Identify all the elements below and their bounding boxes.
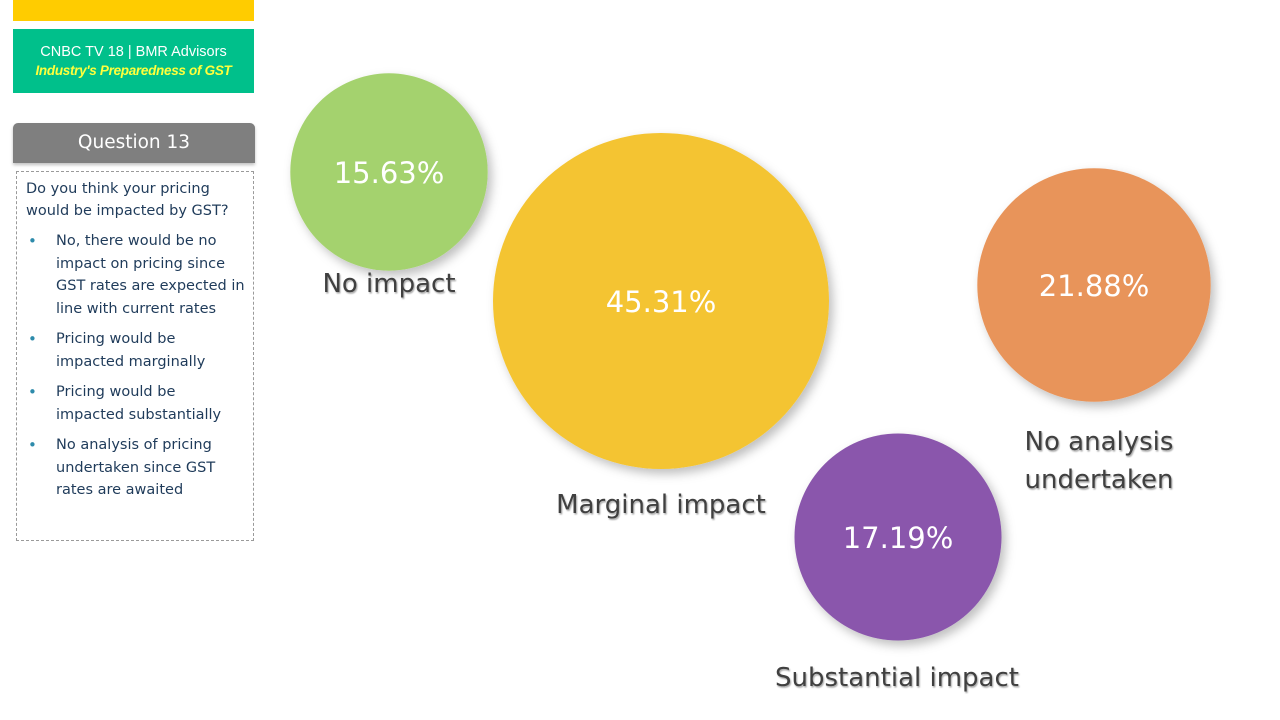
bubble-no-impact [290, 73, 488, 271]
question-panel: Do you think your pricing would be impac… [16, 171, 254, 541]
value-label-substantial-impact: 17.19% [843, 521, 954, 555]
bubble-no-analysis-undertaken [977, 168, 1211, 402]
brand-banner: CNBC TV 18 | BMR Advisors Industry's Pre… [13, 29, 254, 93]
category-label-substantial-impact: Substantial impact [775, 663, 1019, 693]
header-accent-bar [13, 0, 254, 21]
bubble-substantial-impact [794, 433, 1002, 641]
answer-options: • No, there would be no impact on pricing… [26, 230, 245, 502]
category-label-marginal-impact: Marginal impact [556, 490, 766, 520]
category-label-no-impact: No impact [322, 269, 455, 299]
category-label-no-analysis-undertaken: No analysis undertaken [1025, 427, 1174, 495]
brand-title: CNBC TV 18 | BMR Advisors [40, 44, 227, 60]
bullet-icon: • [28, 232, 37, 250]
brand-subtitle: Industry's Preparedness of GST [35, 63, 232, 78]
question-title: Question 13 [13, 123, 255, 163]
value-label-no-impact: 15.63% [334, 156, 445, 190]
answer-option: • Pricing would be impacted substantially [28, 383, 222, 423]
bullet-icon: • [28, 330, 37, 348]
value-label-marginal-impact: 45.31% [606, 285, 717, 319]
answer-option: • No analysis of pricing undertaken since… [28, 436, 216, 498]
answer-option: • Pricing would be impacted marginally [28, 330, 206, 370]
question-text: Do you think your pricing would be impac… [26, 181, 229, 219]
value-label-no-analysis-undertaken: 21.88% [1039, 269, 1150, 303]
bullet-icon: • [28, 383, 37, 401]
answer-option: • No, there would be no impact on pricing… [28, 232, 245, 317]
bullet-icon: • [28, 436, 37, 454]
bubble-marginal-impact [493, 133, 829, 469]
